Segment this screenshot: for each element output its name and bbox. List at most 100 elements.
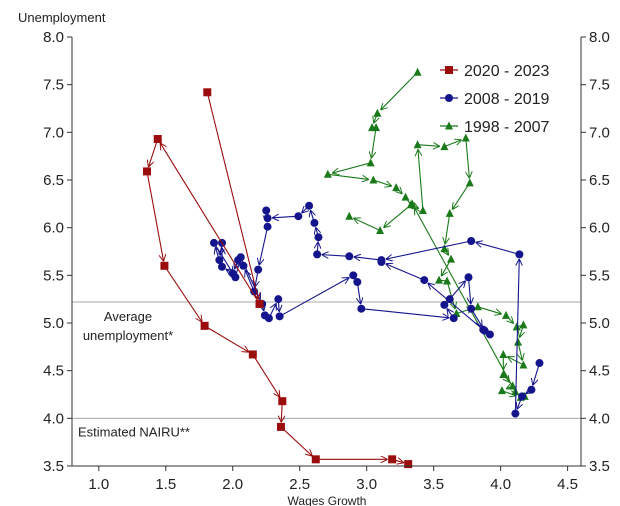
- data-point: [435, 275, 444, 284]
- data-point: [231, 273, 240, 282]
- y-tick-label-right: 3.5: [589, 458, 610, 475]
- data-point: [310, 218, 319, 227]
- data-point: [274, 295, 283, 304]
- data-point: [408, 199, 417, 208]
- data-point: [239, 261, 248, 270]
- legend-label: 1998 - 2007: [464, 119, 550, 136]
- y-tick-label-right: 5.5: [589, 267, 610, 284]
- series-segment: [465, 138, 470, 178]
- data-point: [305, 201, 314, 210]
- data-point: [160, 261, 169, 270]
- data-point: [467, 304, 476, 313]
- y-tick-label-left: 5.0: [43, 315, 64, 332]
- data-point: [323, 169, 332, 178]
- series-segment: [373, 179, 392, 186]
- data-point: [255, 299, 264, 308]
- x-tick-label: 1.0: [88, 476, 109, 493]
- series-segment: [507, 357, 524, 366]
- series-segment: [213, 242, 233, 274]
- x-tick-label: 3.0: [356, 476, 377, 493]
- series-segment: [477, 306, 502, 314]
- x-tick-label: 2.5: [289, 476, 310, 493]
- series-segment: [204, 325, 249, 352]
- series-segment: [414, 208, 516, 392]
- legend-label: 2020 - 2023: [464, 63, 550, 80]
- series-segment: [259, 226, 269, 266]
- data-point: [209, 238, 218, 247]
- x-tick-label: 3.5: [423, 476, 444, 493]
- data-point: [357, 304, 366, 313]
- legend-label: 2008 - 2019: [464, 91, 550, 108]
- series-1998-2007: [323, 67, 529, 401]
- y-tick-label-left: 4.5: [43, 363, 64, 380]
- legend-marker: [445, 121, 453, 130]
- data-point: [501, 310, 510, 319]
- data-point: [345, 211, 354, 220]
- y-tick-label-right: 8.0: [589, 29, 610, 46]
- series-segment: [445, 213, 451, 244]
- data-point: [461, 133, 470, 142]
- data-point: [413, 67, 422, 76]
- data-point: [514, 337, 523, 346]
- y-tick-label-left: 4.0: [43, 410, 64, 427]
- series-segment: [386, 240, 472, 259]
- y-tick-label-right: 7.5: [589, 77, 610, 94]
- series-segment: [428, 283, 484, 331]
- reference-line-label: unemployment*: [83, 328, 173, 343]
- series-segment: [163, 265, 202, 322]
- data-point: [404, 460, 413, 469]
- data-point: [497, 386, 506, 395]
- series-segment: [468, 277, 470, 304]
- series-segment: [449, 281, 466, 300]
- data-point: [373, 108, 382, 117]
- data-point: [278, 397, 287, 406]
- series-segment: [280, 426, 313, 456]
- data-point: [467, 237, 476, 246]
- series-segment: [279, 278, 350, 317]
- series-segment: [476, 242, 520, 255]
- series-segment: [361, 308, 449, 318]
- y-tick-label-right: 5.0: [589, 315, 610, 332]
- data-point: [275, 312, 284, 321]
- data-point: [445, 208, 454, 217]
- y-tick-label-left: 8.0: [43, 29, 64, 46]
- data-point: [263, 222, 272, 231]
- series-segment: [353, 218, 381, 232]
- series-segment: [418, 149, 424, 211]
- data-point: [276, 422, 285, 431]
- y-tick-label-left: 7.5: [43, 77, 64, 94]
- y-tick-label-left: 3.5: [43, 458, 64, 475]
- data-point: [388, 455, 397, 464]
- data-point: [515, 250, 524, 259]
- data-point: [499, 369, 508, 378]
- data-point: [443, 276, 452, 285]
- data-point: [366, 158, 375, 167]
- data-point: [254, 265, 263, 274]
- y-tick-label-left: 6.0: [43, 220, 64, 237]
- data-point: [420, 276, 429, 285]
- series-segment: [332, 162, 371, 173]
- data-point: [143, 167, 152, 176]
- data-point: [440, 142, 449, 151]
- data-point: [465, 178, 474, 187]
- data-point: [377, 257, 386, 266]
- data-point: [518, 392, 527, 401]
- data-point: [236, 253, 245, 262]
- data-point: [519, 320, 528, 329]
- data-point: [248, 350, 257, 359]
- data-point: [200, 321, 209, 330]
- legend-marker: [445, 66, 453, 74]
- data-point: [440, 300, 449, 309]
- data-point: [353, 278, 362, 287]
- data-point: [203, 88, 212, 97]
- data-point: [218, 262, 227, 271]
- legend: 2020 - 2023 2008 - 2019 1998 - 2007: [440, 63, 550, 136]
- data-point: [413, 140, 422, 149]
- series-segment: [327, 173, 369, 179]
- x-tick-label: 1.5: [155, 476, 176, 493]
- axes: 3.5 3.5 4.0 4.0 4.5 4.5 5.0 5.0 5.5 5.5 6.0 6.0 6.5 6…: [43, 29, 610, 493]
- series-segment: [354, 257, 382, 260]
- y-tick-label-right: 4.5: [589, 363, 610, 380]
- data-point: [153, 135, 162, 144]
